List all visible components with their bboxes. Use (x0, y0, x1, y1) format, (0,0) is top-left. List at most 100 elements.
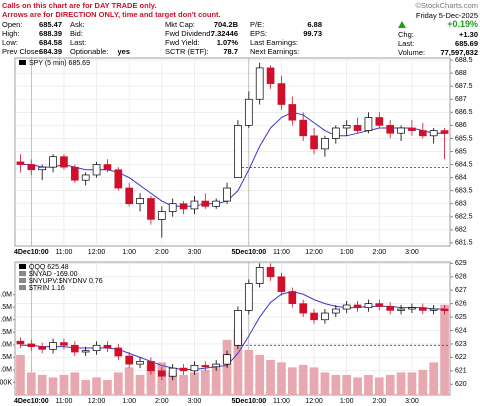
candle-body (364, 303, 373, 309)
x-tick-label: 4Dec10:00 (14, 398, 49, 405)
volume-bar (342, 374, 352, 395)
candle-body (136, 361, 144, 365)
field-value: 1.07% (216, 38, 238, 47)
candle-body (397, 127, 405, 134)
x-tick-label: 2:00 (373, 249, 387, 256)
candle-body (418, 130, 427, 137)
volume-bar (200, 369, 210, 395)
volume-bar (277, 362, 286, 395)
volume-bar (135, 374, 145, 395)
x-tick-label: 11:00 (55, 398, 72, 405)
field-label: Prev Close: (2, 47, 41, 56)
y-tick-label: 620 (455, 381, 467, 388)
volume-bar (244, 349, 254, 395)
candle-body (27, 164, 36, 171)
candle-body (299, 119, 308, 137)
volume-bar (298, 364, 308, 395)
candle-body (114, 169, 123, 189)
field-value: 704.2B (213, 20, 238, 29)
candle-body (16, 340, 25, 345)
candle-body (375, 303, 384, 307)
candle-body (147, 198, 155, 220)
candle-body (255, 267, 264, 284)
volume-bar (179, 374, 188, 395)
candle-body (440, 308, 449, 311)
volume-bar (103, 379, 112, 395)
field-label: EPS: (250, 29, 268, 38)
candle-body (299, 303, 308, 314)
x-tick-label: 4Dec10:00 (14, 249, 49, 256)
candle-body (49, 156, 57, 168)
y-tick-label: 625 (455, 314, 467, 321)
y-tick-label: 687 (455, 96, 467, 103)
moving-average (20, 291, 445, 370)
volume-tick-label: 3.0M (0, 317, 12, 324)
volume-bar (16, 354, 25, 395)
volume-bar (396, 372, 406, 395)
y-tick-label: 683 (455, 201, 467, 208)
field-label: Chg: (398, 30, 414, 39)
candle-body (408, 127, 416, 131)
candle-body (27, 343, 36, 347)
legend-swatch (19, 264, 26, 269)
volume-bar (70, 372, 80, 395)
candle-body (38, 346, 47, 350)
volume-bar (418, 369, 428, 395)
volume-bar (59, 374, 69, 395)
x-tick-label: 11:00 (55, 249, 72, 256)
field-value: 684.58 (39, 38, 62, 47)
field-label: Optionable: (70, 47, 109, 56)
x-tick-label: 12:00 (88, 249, 106, 256)
candle-body (310, 135, 318, 150)
y-tick-label: 688.5 (455, 57, 473, 64)
candle-body (418, 307, 427, 311)
candle-body (288, 291, 297, 304)
field-value: 685.69 (455, 39, 478, 48)
candle-body (136, 198, 144, 205)
candle-body (397, 308, 405, 311)
field-label: P/E: (250, 20, 265, 29)
y-tick-label: 624 (455, 327, 467, 334)
candle-body (331, 308, 340, 314)
candle-body (190, 200, 199, 210)
field-label: Fwd Dividend: (165, 29, 213, 38)
volume-bar (233, 329, 243, 395)
y-tick-label: 621 (455, 368, 467, 375)
candle-body (70, 344, 79, 353)
candle-body (331, 127, 340, 139)
x-tick-label: 3:00 (405, 249, 419, 256)
y-tick-label: 685 (455, 148, 467, 155)
candle-body (277, 276, 286, 292)
candle-body (255, 67, 264, 100)
legend-swatch (19, 285, 26, 290)
field-label: Open: (2, 20, 23, 29)
candle-body (38, 166, 47, 171)
x-tick-label: 1:00 (122, 398, 136, 405)
volume-bar (168, 372, 178, 395)
legend-entry: $NYUPV:$NYDNV 0.76 (29, 278, 103, 285)
date: Friday 5-Dec-2025 (415, 11, 478, 20)
candle-body (440, 130, 449, 134)
volume-bar (113, 372, 123, 395)
x-tick-label: 2:00 (155, 398, 169, 405)
volume-bar (190, 372, 199, 395)
field-value: 684.39 (39, 47, 62, 56)
field-value: 78.7 (223, 47, 238, 56)
field-label: Last: (398, 39, 415, 48)
volume-tick-label: 1.5M (0, 354, 12, 361)
candle-body (288, 104, 297, 121)
volume-tick-label: 2.5M (0, 329, 12, 336)
field-label: Volume: (398, 48, 426, 57)
field-value: +1.30 (459, 30, 478, 39)
y-tick-label: 687.5 (455, 83, 473, 90)
candle-body (81, 350, 90, 353)
field-label: SCTR (ETF): (165, 47, 209, 56)
volume-tick-label: 1.0M (0, 367, 12, 374)
candle-body (201, 365, 210, 368)
volume-bar (146, 364, 156, 395)
field-value: 77,597,832 (440, 48, 478, 57)
moving-average (20, 111, 445, 207)
candle-body (234, 310, 242, 346)
volume-bar (81, 379, 91, 395)
candle-body (223, 354, 231, 365)
